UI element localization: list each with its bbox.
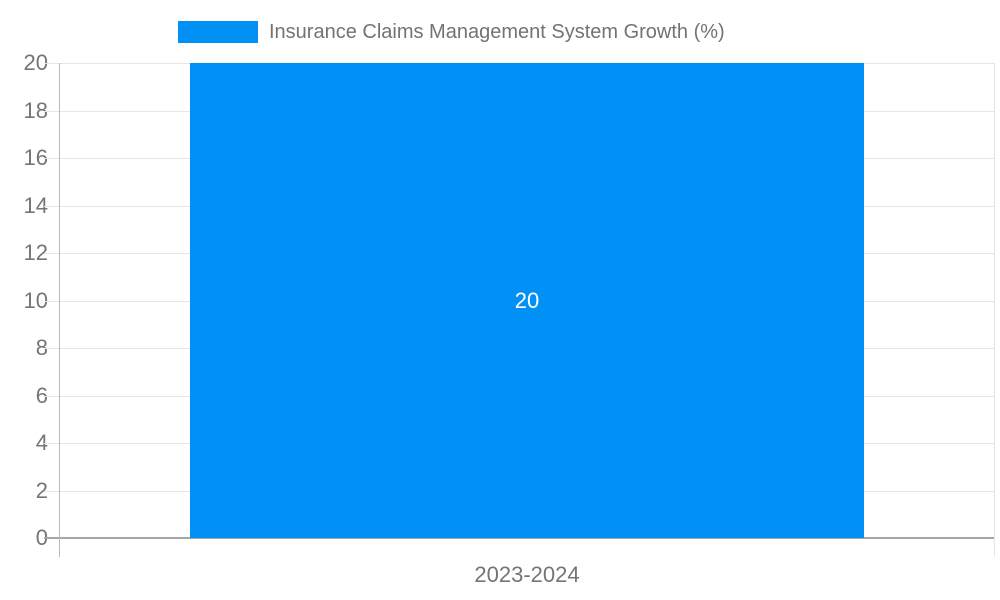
y-tick-label: 2 [35,477,48,503]
y-tick-label: 14 [23,192,48,218]
y-tick-label: 20 [23,50,48,75]
plot-right-border [994,63,995,557]
y-tick-label: 12 [23,240,48,265]
bar-2023-2024[interactable]: 20 [190,63,864,538]
y-tick-label: 6 [35,382,48,408]
legend-swatch-icon [178,21,258,43]
y-tick-label: 16 [23,145,48,170]
y-tick-label: 0 [35,525,48,550]
plot-area: 20 [44,63,995,557]
y-tick-label: 18 [23,97,48,123]
y-tick-label: 8 [35,335,48,360]
y-axis-line [59,63,60,557]
y-tick-label: 10 [23,287,48,313]
legend-label: Insurance Claims Management System Growt… [269,21,725,43]
chart-legend: Insurance Claims Management System Growt… [178,21,725,43]
y-tick-label: 4 [35,430,48,455]
x-tick-label: 2023-2024 [474,562,580,587]
bar-value-label: 20 [514,287,540,313]
